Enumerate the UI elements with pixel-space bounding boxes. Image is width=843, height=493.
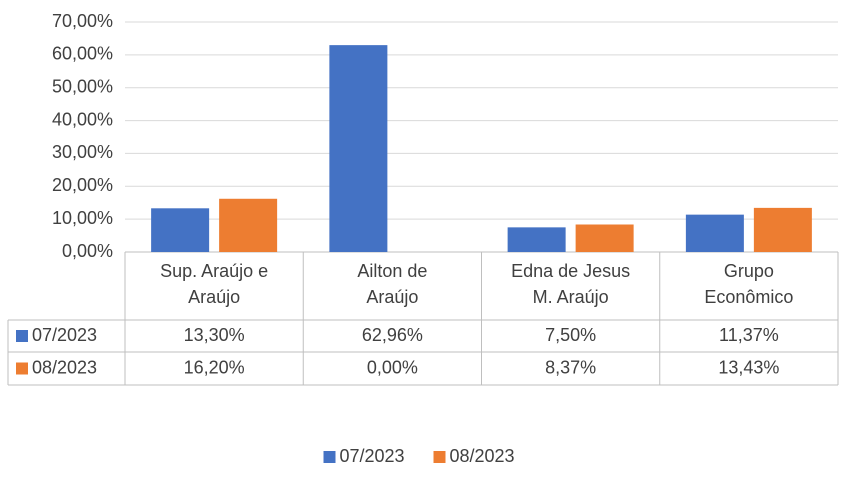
y-tick-label: 0,00% bbox=[62, 241, 113, 261]
table-key bbox=[16, 362, 28, 375]
y-tick-label: 10,00% bbox=[52, 208, 113, 228]
table-value: 7,50% bbox=[545, 325, 596, 345]
y-tick-label: 50,00% bbox=[52, 76, 113, 96]
bar bbox=[753, 207, 812, 252]
x-tick-label: Araújo bbox=[188, 287, 240, 307]
bar bbox=[575, 224, 634, 252]
y-tick-label: 60,00% bbox=[52, 44, 113, 64]
y-tick-label: 30,00% bbox=[52, 142, 113, 162]
bar bbox=[685, 214, 744, 252]
x-tick-label: Econômico bbox=[704, 287, 793, 307]
y-tick-label: 40,00% bbox=[52, 109, 113, 129]
table-value: 0,00% bbox=[367, 357, 418, 377]
bar bbox=[151, 208, 210, 252]
bar bbox=[507, 227, 566, 252]
legend-label: 08/2023 bbox=[450, 446, 515, 466]
y-tick-label: 20,00% bbox=[52, 175, 113, 195]
table-value: 62,96% bbox=[362, 325, 423, 345]
x-tick-label: M. Araújo bbox=[533, 287, 609, 307]
x-tick-label: Ailton de bbox=[357, 261, 427, 281]
legend-key bbox=[323, 451, 336, 463]
legend-label: 07/2023 bbox=[340, 446, 405, 466]
table-key bbox=[16, 330, 28, 342]
table-value: 11,37% bbox=[719, 325, 779, 345]
table-row-label: 08/2023 bbox=[32, 357, 97, 377]
bar bbox=[329, 45, 388, 253]
table-value: 16,20% bbox=[184, 357, 245, 377]
x-tick-label: Edna de Jesus bbox=[511, 261, 630, 281]
legend-key bbox=[433, 451, 446, 463]
x-tick-label: Sup. Araújo e bbox=[160, 261, 268, 281]
table-value: 13,43% bbox=[718, 357, 779, 377]
table-value: 13,30% bbox=[184, 325, 245, 345]
table-value: 8,37% bbox=[545, 357, 596, 377]
bar bbox=[219, 198, 278, 252]
x-tick-label: Araújo bbox=[366, 287, 418, 307]
x-tick-label: Grupo bbox=[724, 261, 774, 281]
y-tick-label: 70,00% bbox=[52, 11, 113, 31]
table-row-label: 07/2023 bbox=[32, 325, 97, 345]
